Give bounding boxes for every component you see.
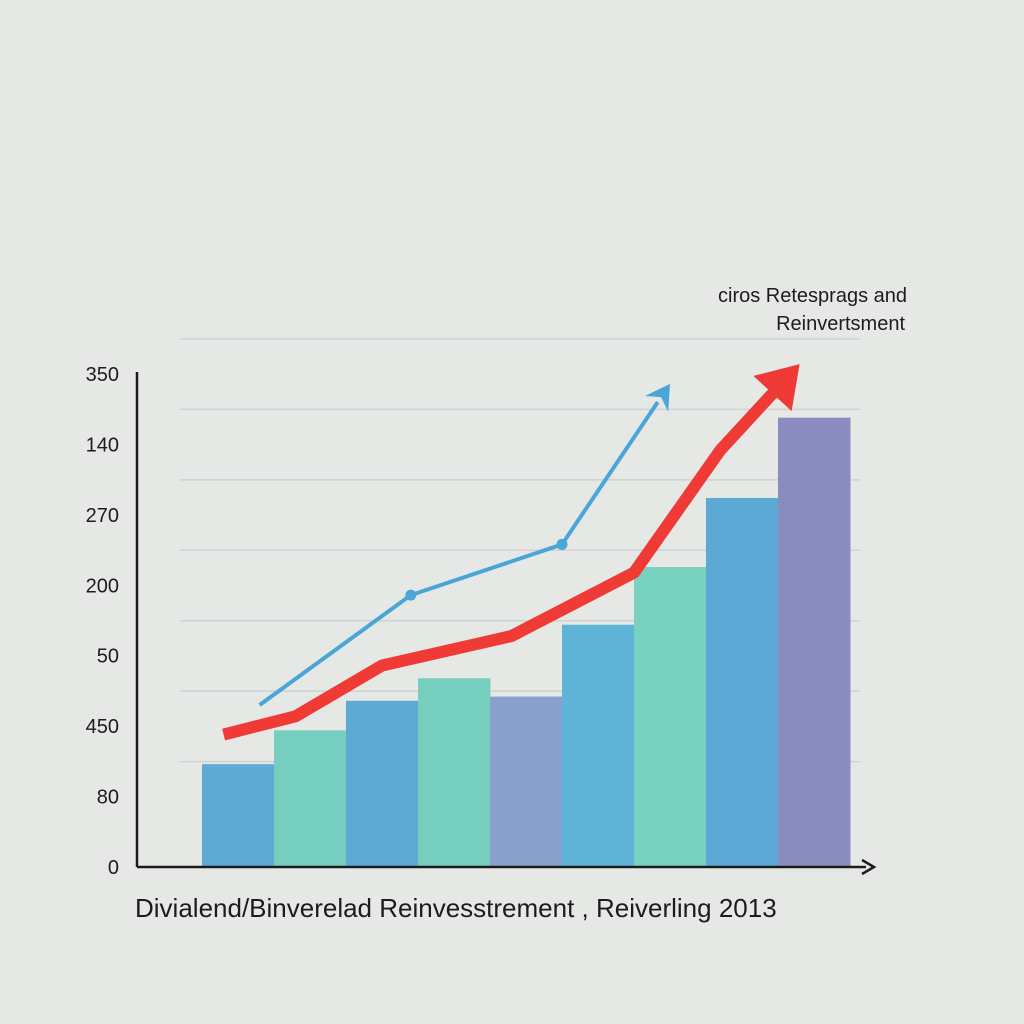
bar [202,764,275,867]
y-tick-label: 0 [108,857,119,879]
axes [135,372,877,876]
bars [202,417,851,867]
bar [778,417,851,867]
y-tick-label: 140 [86,434,119,456]
legend-line-1: ciros Retesprags and [718,285,907,307]
y-tick-label: 270 [86,505,119,527]
y-tick-label: 450 [86,716,119,738]
series-arrowhead-red [753,364,800,412]
bar [418,678,491,867]
series-point-marker [556,538,568,550]
y-tick-label: 350 [86,364,119,386]
bar [706,497,779,867]
bar [274,730,347,867]
bar [562,624,635,867]
legend: ciros Retesprags and Reinvertsment [718,285,907,335]
series-line-red [222,388,779,741]
legend-line-2: Reinvertsment [776,313,905,335]
y-tick-labels: 0 80 450 50 200 270 140 350 [86,364,119,879]
series-line-blue [258,400,660,707]
gridlines [180,338,860,763]
bar [346,700,419,867]
bar [634,566,707,867]
series-point-marker [405,589,417,601]
bar [490,696,563,867]
x-axis-arrowhead [861,858,877,876]
y-tick-label: 80 [97,787,119,809]
series-lines [222,364,800,741]
series-arrowhead-blue [644,383,670,412]
x-axis-label: Divialend/Binverelad Reinvesstrement , R… [135,893,777,923]
y-tick-label: 50 [97,646,119,668]
y-tick-label: 200 [86,575,119,597]
